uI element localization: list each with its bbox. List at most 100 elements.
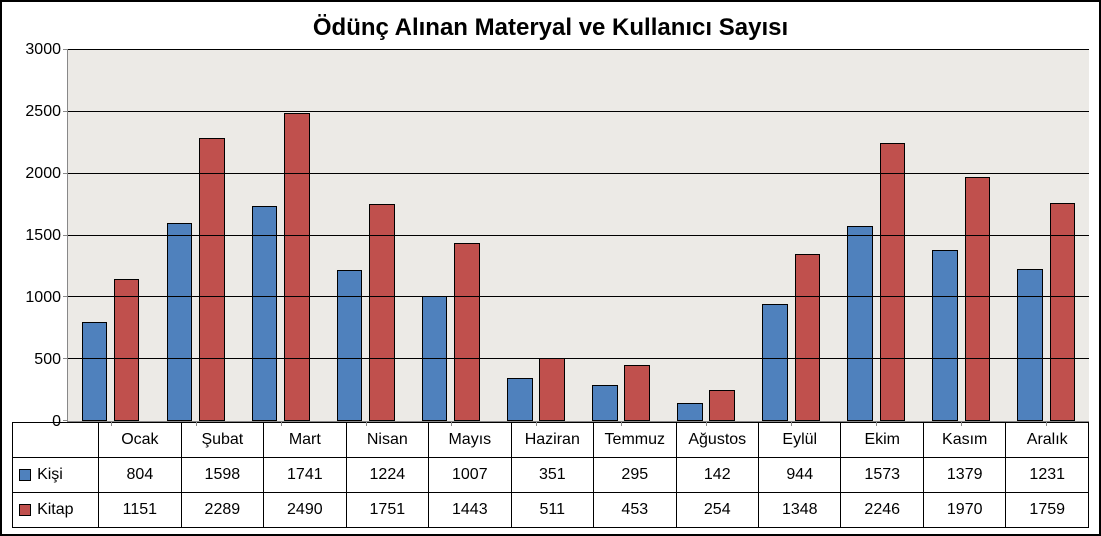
table-value-cell: 1224: [346, 458, 428, 493]
table-value-cell: 2246: [841, 493, 923, 528]
x-tick-mark: [791, 421, 792, 426]
table-value-cell: 511: [511, 493, 593, 528]
x-tick-mark: [281, 421, 282, 426]
data-table: OcakŞubatMartNisanMayısHaziranTemmuzAğus…: [12, 422, 1089, 528]
bar: [167, 223, 193, 421]
table-category-cell: Kasım: [923, 423, 1005, 458]
category-slot: [664, 50, 749, 421]
x-tick-mark: [111, 421, 112, 426]
table-series-row: Kişi804159817411224100735129514294415731…: [13, 458, 1089, 493]
table-value-cell: 1751: [346, 493, 428, 528]
table-value-cell: 1443: [429, 493, 511, 528]
y-tick-label: 2000: [25, 165, 61, 183]
table-category-cell: Şubat: [181, 423, 263, 458]
gridline: [68, 296, 1089, 297]
bar: [284, 113, 310, 421]
gridline: [68, 49, 1089, 50]
x-tick-mark: [366, 421, 367, 426]
data-table-container: OcakŞubatMartNisanMayısHaziranTemmuzAğus…: [12, 422, 1089, 528]
category-slot: [834, 50, 919, 421]
x-tick-mark: [961, 421, 962, 426]
bar: [199, 138, 225, 421]
category-slot: [578, 50, 663, 421]
table-value-cell: 804: [99, 458, 181, 493]
legend-label: Kitap: [37, 501, 73, 518]
category-slot: [1004, 50, 1089, 421]
bar: [795, 254, 821, 421]
table-category-cell: Haziran: [511, 423, 593, 458]
bar: [847, 226, 873, 421]
plot-area: [67, 50, 1089, 422]
y-tick-mark: [63, 111, 68, 112]
y-tick-label: 2500: [25, 103, 61, 121]
data-table-wrapper: OcakŞubatMartNisanMayısHaziranTemmuzAğus…: [12, 422, 1089, 528]
table-value-cell: 1598: [181, 458, 263, 493]
gridline: [68, 173, 1089, 174]
y-tick-label: 500: [34, 351, 61, 369]
y-tick-mark: [63, 173, 68, 174]
x-tick-mark: [196, 421, 197, 426]
x-tick-mark: [621, 421, 622, 426]
table-value-cell: 142: [676, 458, 758, 493]
bar: [507, 378, 533, 421]
y-tick-mark: [63, 235, 68, 236]
x-tick-mark: [706, 421, 707, 426]
bar: [337, 270, 363, 421]
bar: [965, 177, 991, 421]
chart-title: Ödünç Alınan Materyal ve Kullanıcı Sayıs…: [12, 8, 1089, 50]
table-category-cell: Eylül: [759, 423, 841, 458]
table-value-cell: 944: [759, 458, 841, 493]
bar: [932, 250, 958, 421]
table-value-cell: 2289: [181, 493, 263, 528]
gridline: [68, 111, 1089, 112]
table-header-row: OcakŞubatMartNisanMayısHaziranTemmuzAğus…: [13, 423, 1089, 458]
table-value-cell: 1741: [264, 458, 346, 493]
category-slots: [68, 50, 1089, 421]
bar: [369, 204, 395, 421]
table-value-cell: 1573: [841, 458, 923, 493]
legend-label: Kişi: [37, 466, 63, 483]
table-value-cell: 453: [594, 493, 676, 528]
bar: [880, 143, 906, 421]
bar: [709, 390, 735, 421]
legend-swatch: [19, 469, 31, 481]
y-tick-mark: [63, 49, 68, 50]
y-tick-mark: [63, 420, 68, 421]
table-category-cell: Ağustos: [676, 423, 758, 458]
table-category-cell: Ekim: [841, 423, 923, 458]
category-slot: [749, 50, 834, 421]
y-tick-label: 1500: [25, 227, 61, 245]
table-category-cell: Mart: [264, 423, 346, 458]
bar: [252, 206, 278, 421]
y-axis: 050010001500200025003000: [12, 50, 67, 422]
table-value-cell: 1348: [759, 493, 841, 528]
bar: [624, 365, 650, 421]
bar: [1017, 269, 1043, 421]
table-value-cell: 295: [594, 458, 676, 493]
x-tick-mark: [451, 421, 452, 426]
bar: [114, 279, 140, 421]
category-slot: [68, 50, 153, 421]
table-value-cell: 1759: [1006, 493, 1089, 528]
category-slot: [919, 50, 1004, 421]
y-tick-mark: [63, 296, 68, 297]
x-tick-mark: [876, 421, 877, 426]
table-series-row: Kitap11512289249017511443511453254134822…: [13, 493, 1089, 528]
table-value-cell: 1970: [923, 493, 1005, 528]
table-category-cell: Mayıs: [429, 423, 511, 458]
bar: [677, 403, 703, 421]
chart-body: 050010001500200025003000 OcakŞubatMartNi…: [12, 50, 1089, 528]
bar: [592, 385, 618, 421]
table-category-cell: Nisan: [346, 423, 428, 458]
bar: [454, 243, 480, 421]
category-slot: [408, 50, 493, 421]
category-slot: [493, 50, 578, 421]
table-value-cell: 351: [511, 458, 593, 493]
gridline: [68, 358, 1089, 359]
y-tick-label: 1000: [25, 289, 61, 307]
table-category-cell: Aralık: [1006, 423, 1089, 458]
chart-container: Ödünç Alınan Materyal ve Kullanıcı Sayıs…: [0, 0, 1101, 536]
category-slot: [238, 50, 323, 421]
x-tick-mark: [1046, 421, 1047, 426]
table-value-cell: 1231: [1006, 458, 1089, 493]
